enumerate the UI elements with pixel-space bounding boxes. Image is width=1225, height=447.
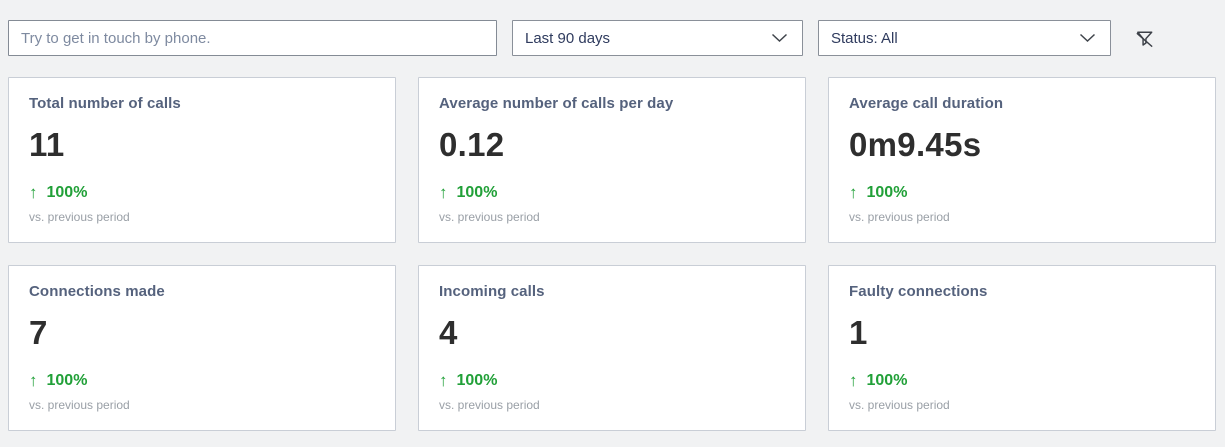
trend-change: 100% [866, 372, 908, 389]
kpi-card-grid: Total number of calls 11 ↑ 100% vs. prev… [0, 56, 1225, 431]
trend-up-icon: ↑ [29, 371, 38, 390]
trend-change: 100% [46, 184, 88, 201]
trend-change: 100% [456, 372, 498, 389]
chevron-down-icon [1079, 33, 1096, 43]
card-comparison: vs. previous period [849, 210, 950, 224]
clear-filter-button[interactable] [1130, 24, 1158, 52]
card-trend: ↑ 100% [849, 371, 1195, 391]
card-title: Total number of calls [29, 95, 181, 112]
stat-card-incoming-calls: Incoming calls 4 ↑ 100% vs. previous per… [418, 265, 806, 431]
stat-card-avg-call-duration: Average call duration 0m9.45s ↑ 100% vs.… [828, 77, 1216, 243]
card-value: 4 [439, 314, 458, 351]
status-dropdown[interactable]: Status: All [818, 20, 1111, 56]
card-value: 11 [29, 126, 65, 163]
card-comparison: vs. previous period [29, 398, 130, 412]
period-dropdown-value: Last 90 days [525, 29, 611, 47]
trend-up-icon: ↑ [849, 183, 858, 202]
card-value: 7 [29, 314, 48, 351]
card-title: Faulty connections [849, 283, 988, 300]
stat-card-avg-calls-per-day: Average number of calls per day 0.12 ↑ 1… [418, 77, 806, 243]
card-value: 0.12 [439, 126, 505, 163]
card-comparison: vs. previous period [29, 210, 130, 224]
card-comparison: vs. previous period [439, 398, 540, 412]
search-input[interactable] [8, 20, 497, 56]
status-dropdown-value: Status: All [831, 29, 898, 47]
card-trend: ↑ 100% [29, 371, 375, 391]
card-title: Incoming calls [439, 283, 545, 300]
trend-up-icon: ↑ [849, 371, 858, 390]
period-dropdown[interactable]: Last 90 days [512, 20, 803, 56]
card-title: Average number of calls per day [439, 95, 674, 112]
filter-toolbar: Last 90 days Status: All [0, 0, 1225, 56]
stat-card-connections-made: Connections made 7 ↑ 100% vs. previous p… [8, 265, 396, 431]
card-comparison: vs. previous period [439, 210, 540, 224]
card-trend: ↑ 100% [439, 183, 785, 203]
card-title: Average call duration [849, 95, 1004, 112]
card-value: 0m9.45s [849, 126, 982, 163]
chevron-down-icon [771, 33, 788, 43]
stat-card-faulty-connections: Faulty connections 1 ↑ 100% vs. previous… [828, 265, 1216, 431]
card-title: Connections made [29, 283, 165, 300]
trend-change: 100% [866, 184, 908, 201]
filter-off-icon [1133, 27, 1156, 50]
card-trend: ↑ 100% [29, 183, 375, 203]
stat-card-total-calls: Total number of calls 11 ↑ 100% vs. prev… [8, 77, 396, 243]
trend-up-icon: ↑ [439, 183, 448, 202]
card-trend: ↑ 100% [849, 183, 1195, 203]
trend-up-icon: ↑ [29, 183, 38, 202]
trend-change: 100% [46, 372, 88, 389]
card-value: 1 [849, 314, 868, 351]
trend-change: 100% [456, 184, 498, 201]
trend-up-icon: ↑ [439, 371, 448, 390]
card-trend: ↑ 100% [439, 371, 785, 391]
card-comparison: vs. previous period [849, 398, 950, 412]
